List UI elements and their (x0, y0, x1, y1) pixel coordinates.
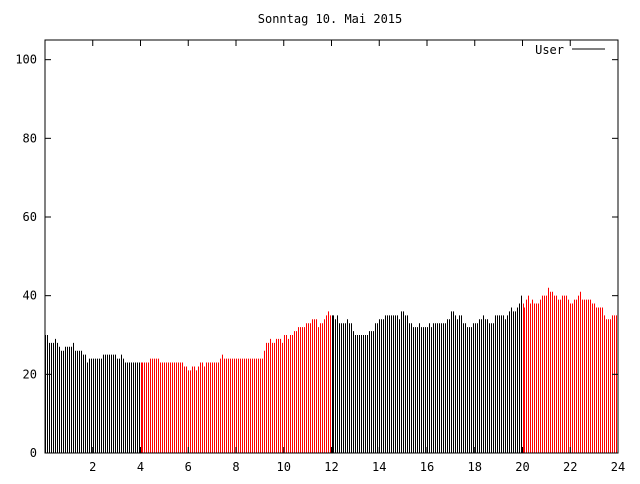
y-tick-label: 20 (23, 367, 37, 381)
y-tick-label: 100 (15, 53, 37, 67)
x-axis: 2 4 6 8 10 12 14 16 18 20 22 24 (89, 40, 625, 474)
y-tick-label: 0 (30, 446, 37, 460)
y-tick-label: 60 (23, 210, 37, 224)
x-tick-label: 2 (89, 460, 96, 474)
legend-label: User (535, 43, 564, 57)
bars (45, 287, 617, 453)
x-tick-label: 20 (515, 460, 529, 474)
y-tick-label: 40 (23, 289, 37, 303)
y-axis: 0 20 40 60 80 100 (15, 53, 618, 460)
x-tick-label: 22 (563, 460, 577, 474)
x-tick-label: 8 (232, 460, 239, 474)
x-tick-label: 18 (468, 460, 482, 474)
x-tick-label: 6 (185, 460, 192, 474)
x-tick-label: 14 (372, 460, 386, 474)
x-tick-label: 12 (324, 460, 338, 474)
x-tick-label: 10 (277, 460, 291, 474)
y-tick-label: 80 (23, 131, 37, 145)
x-tick-label: 4 (137, 460, 144, 474)
legend: User (535, 43, 605, 57)
chart-title: Sonntag 10. Mai 2015 (258, 12, 403, 26)
x-tick-label: 24 (611, 460, 625, 474)
x-tick-label: 16 (420, 460, 434, 474)
